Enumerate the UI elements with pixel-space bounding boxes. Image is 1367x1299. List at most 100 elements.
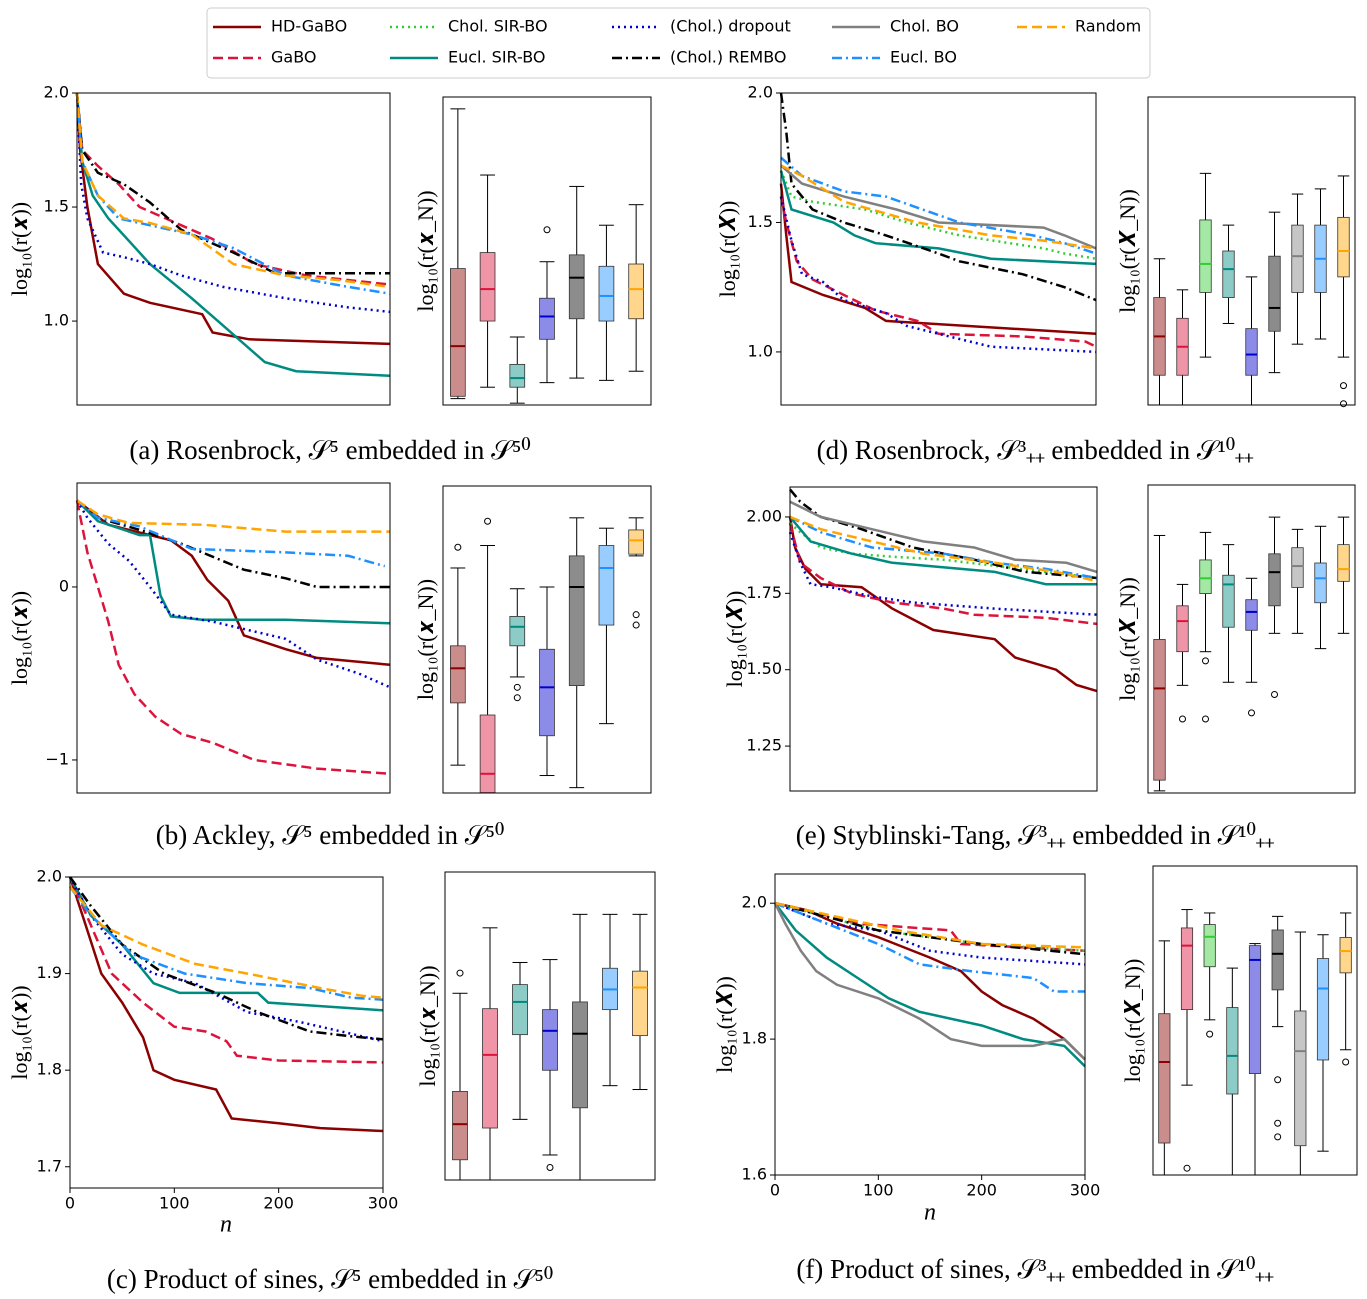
box [628, 263, 644, 320]
y-tick-label: 1.8 [37, 1060, 62, 1079]
y-tick-label: 1.25 [746, 736, 782, 755]
box-axes-frame [1152, 865, 1358, 1176]
x-tick-label: 200 [263, 1194, 294, 1213]
flier [632, 621, 640, 629]
caption: (b) Ackley, 𝒮⁵ embedded in 𝒮⁵⁰ [156, 820, 505, 850]
box [1337, 216, 1350, 278]
box [482, 1008, 498, 1129]
series-line [773, 902, 1086, 1061]
box [1248, 945, 1262, 1074]
flier [1202, 715, 1209, 723]
y-tick-label: 0 [59, 576, 69, 595]
y-tick-label: 1.50 [746, 659, 782, 678]
series-line [779, 196, 1097, 348]
box [1291, 547, 1304, 588]
series-line [788, 531, 1098, 616]
box [1226, 1007, 1239, 1095]
axes-frame [774, 873, 1086, 1176]
series-line [780, 164, 1097, 250]
flier [513, 694, 521, 702]
series-line [789, 522, 1098, 580]
series-line [774, 901, 1086, 1061]
series-line [75, 92, 391, 346]
legend-label: Chol. BO [890, 17, 959, 36]
box [450, 268, 466, 397]
y-tick-label: 1.9 [37, 963, 62, 982]
series-line [75, 92, 390, 275]
box [1268, 553, 1281, 607]
y-axis-label: log₁₀(r(𝒙)) [7, 202, 32, 296]
legend-label: GaBO [271, 48, 317, 67]
axes-frame [789, 486, 1098, 792]
box-axes-frame [442, 485, 652, 794]
flier [546, 1163, 554, 1171]
series-line [68, 876, 384, 1041]
x-tick-label: 200 [966, 1181, 997, 1200]
box [450, 645, 466, 704]
series-line [68, 876, 384, 1133]
box [539, 648, 555, 737]
flier [1248, 709, 1255, 717]
box [1337, 544, 1350, 582]
y-axis-label: log₁₀(r(𝑿)) [722, 591, 747, 688]
series-line [76, 499, 391, 625]
y-tick-label: 2.0 [748, 83, 773, 102]
box [1314, 562, 1327, 604]
series-line [75, 499, 391, 689]
box [452, 1091, 468, 1161]
y-axis-label: log₁₀(r(𝑿)) [712, 976, 737, 1073]
box-axes-frame [1147, 484, 1356, 794]
box [628, 529, 644, 555]
box [539, 297, 555, 340]
y-tick-label: 1.75 [746, 583, 782, 602]
series-line [75, 500, 391, 776]
legend-frame [206, 7, 1151, 79]
box [1268, 255, 1281, 332]
legend-label: Eucl. BO [890, 48, 957, 67]
flier [456, 969, 464, 977]
series-line [789, 515, 1098, 580]
flier [484, 517, 492, 525]
axes-frame [69, 876, 384, 1189]
box [509, 363, 526, 388]
box [1153, 639, 1166, 781]
flier [1274, 1133, 1282, 1141]
box [1222, 250, 1235, 298]
axes-frame [76, 482, 391, 794]
caption: (f) Product of sines, 𝒮³₊₊ embedded in 𝒮… [796, 1254, 1273, 1284]
y-tick-label: 1.5 [748, 212, 773, 231]
box-axes-frame [442, 96, 652, 406]
series-line [76, 499, 390, 589]
box [1199, 219, 1212, 293]
series-line [788, 522, 1098, 626]
x-tick-label: 0 [65, 1194, 75, 1213]
box [568, 254, 585, 320]
series-line [76, 499, 386, 568]
flier [1340, 382, 1347, 390]
box [509, 616, 526, 647]
flier [1206, 1030, 1214, 1038]
box [1339, 937, 1352, 974]
y-tick-label: 1.5 [44, 197, 69, 216]
flier [1274, 1076, 1282, 1084]
series-line [68, 876, 384, 1043]
flier [1271, 691, 1278, 699]
caption: (c) Product of sines, 𝒮⁵ embedded in 𝒮⁵⁰ [107, 1264, 553, 1294]
series-line [779, 170, 1097, 266]
y-tick-label: −1 [45, 749, 69, 768]
legend-label: (Chol.) dropout [670, 17, 791, 36]
caption: (e) Styblinski-Tang, 𝒮³₊₊ embedded in 𝒮¹… [796, 820, 1274, 850]
series-line [76, 499, 390, 533]
y-tick-label: 1.8 [742, 1029, 767, 1048]
legend-label: Chol. SIR-BO [448, 17, 548, 36]
box-y-label: log₁₀(r(𝑿_N)) [1115, 189, 1140, 313]
box [1245, 328, 1258, 376]
box-y-label: log₁₀(r(𝒙_N)) [413, 579, 438, 700]
box [479, 714, 496, 794]
box [1158, 1013, 1171, 1144]
axes-frame [780, 92, 1097, 406]
legend-label: Random [1075, 17, 1141, 36]
box-axes-frame [1147, 96, 1356, 406]
series-line [75, 92, 391, 286]
